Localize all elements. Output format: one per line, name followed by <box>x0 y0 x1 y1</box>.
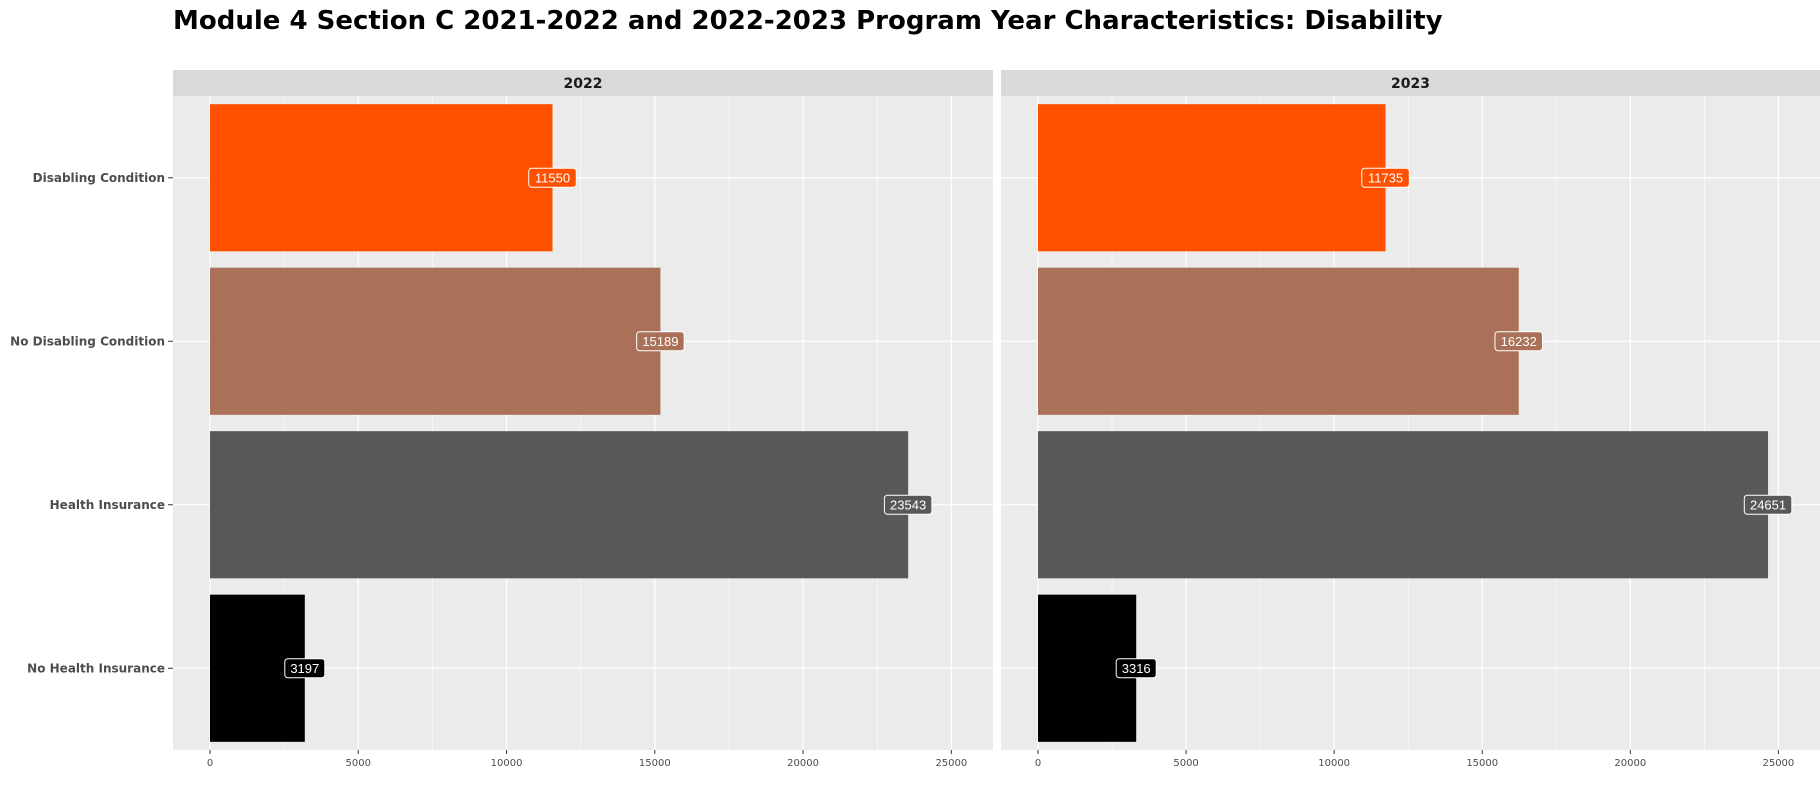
x-tick-label: 0 <box>1035 758 1041 769</box>
category-labels: Disabling Condition No Disabling Conditio… <box>10 171 173 675</box>
facet-strip-label: 2022 <box>564 76 603 92</box>
facet-strip-label: 2023 <box>1391 76 1430 92</box>
x-tick-label: 10000 <box>1318 758 1350 769</box>
bar <box>1038 431 1769 579</box>
data-label-box <box>1361 167 1410 188</box>
data-label-box <box>1494 331 1543 352</box>
data-label: 16232 <box>1501 334 1537 349</box>
x-tick-label: 15000 <box>639 758 671 769</box>
data-label-box <box>883 494 933 515</box>
facet-2022: 2022 11550 15189 23543 3197 0 5000 10000 15000 20… <box>173 70 993 769</box>
bar <box>210 267 661 415</box>
data-label: 11735 <box>1368 170 1403 185</box>
category-label: No Disabling Condition <box>10 334 165 348</box>
x-tick-label: 5000 <box>346 758 371 769</box>
data-label: 11550 <box>535 170 570 185</box>
category-label: Disabling Condition <box>33 171 165 185</box>
data-label: 24651 <box>1750 497 1786 512</box>
x-tick-label: 20000 <box>787 758 819 769</box>
bar <box>210 431 909 579</box>
data-label-box <box>636 331 685 352</box>
bar <box>1038 267 1519 415</box>
x-tick-label: 0 <box>207 758 213 769</box>
data-label-box <box>284 658 326 679</box>
facet-2023: 2023 11735 16232 24651 3316 0 5000 10000 15000 20… <box>1001 70 1820 769</box>
bar <box>210 104 553 252</box>
facet-strip <box>1001 70 1820 96</box>
category-label: No Health Insurance <box>27 661 165 675</box>
bar <box>1038 104 1386 252</box>
x-tick-label: 15000 <box>1466 758 1498 769</box>
data-label-box <box>1743 494 1793 515</box>
data-label-box <box>1115 658 1157 679</box>
chart-title: Module 4 Section C 2021-2022 and 2022-20… <box>173 6 1443 36</box>
x-tick-label: 10000 <box>491 758 523 769</box>
x-tick-label: 25000 <box>1762 758 1794 769</box>
data-label: 23543 <box>890 497 926 512</box>
x-tick-label: 25000 <box>935 758 967 769</box>
data-label-box <box>528 167 577 188</box>
x-tick-label: 20000 <box>1614 758 1646 769</box>
data-label: 3316 <box>1122 661 1151 676</box>
category-label: Health Insurance <box>50 498 165 512</box>
data-label: 3197 <box>290 661 319 676</box>
facet-strip <box>173 70 993 96</box>
data-label: 15189 <box>642 334 678 349</box>
x-tick-label: 5000 <box>1173 758 1198 769</box>
